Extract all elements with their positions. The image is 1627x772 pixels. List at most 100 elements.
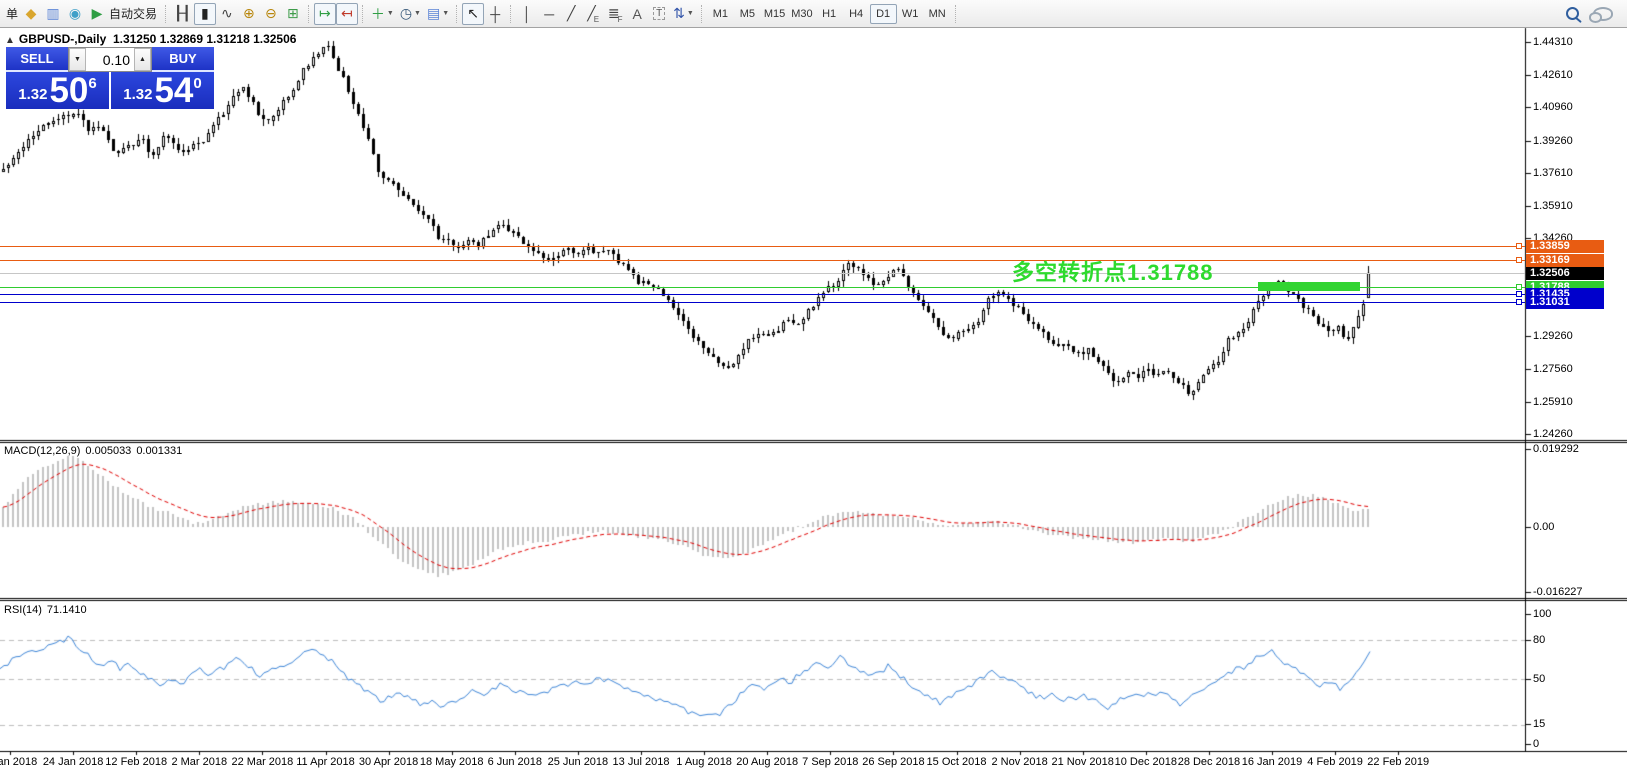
line-chart-icon[interactable]: ∿: [216, 3, 238, 25]
periods-icon[interactable]: ◷ ▼: [397, 3, 424, 25]
chart-window-icon[interactable]: ▥: [42, 3, 64, 25]
price-axis-tick: 1.24260: [1533, 427, 1573, 440]
vertical-line-icon[interactable]: │: [516, 3, 538, 25]
timeframe-m1[interactable]: M1: [712, 7, 728, 20]
chart-title: ▲ GBPUSD-,Daily 1.31250 1.32869 1.31218 1…: [5, 32, 296, 46]
timeframe-mn[interactable]: MN: [928, 7, 946, 20]
timeframe-h1[interactable]: H1: [822, 7, 837, 20]
date-axis-label: 16 Jan 2019: [1241, 756, 1303, 768]
equidistant-channel-icon[interactable]: ╱ E: [582, 3, 604, 25]
price-axis-tick: 1.42610: [1533, 69, 1573, 82]
volume-stepper: ▼ 0.10 ▲: [68, 47, 152, 72]
sell-button[interactable]: SELL: [6, 47, 68, 72]
new-order-icon[interactable]: ◆: [20, 3, 42, 25]
tile-windows-icon[interactable]: ⊞: [282, 3, 304, 25]
line-chart-icon: ∿: [221, 5, 233, 21]
tile-windows-icon: ⊞: [287, 5, 299, 21]
date-axis-label: 28 Dec 2018: [1177, 756, 1241, 768]
volume-decrease-button[interactable]: ▼: [69, 48, 86, 71]
timeframe-w1[interactable]: W1: [901, 7, 919, 20]
market-watch-icon[interactable]: ◉: [64, 3, 86, 25]
timeframe-h4[interactable]: H4: [849, 7, 864, 20]
level-line-anchor[interactable]: [1516, 284, 1522, 290]
timeframe-d1[interactable]: D1: [869, 3, 897, 24]
buy-price-display: 1.32 54 0: [111, 72, 214, 109]
zoom-in-icon: ⊕: [243, 5, 255, 21]
sell-price-big: 50: [49, 71, 89, 111]
toolbar-separator: [456, 4, 458, 23]
toolbar-separator: [700, 4, 703, 23]
level-line-anchor[interactable]: [1516, 291, 1522, 297]
timeframe-m5[interactable]: M5: [739, 7, 755, 20]
indicators-icon[interactable]: ＋ ▼: [368, 3, 397, 25]
horizontal-line-icon: ─: [544, 5, 555, 22]
timeframe-m30[interactable]: M30: [791, 7, 813, 20]
horizontal-level-line[interactable]: [0, 273, 1525, 274]
trendline-icon[interactable]: ╱: [560, 3, 582, 25]
date-axis-label: 1 Aug 2018: [676, 756, 732, 768]
rsi-axis-tick: 50: [1533, 673, 1546, 685]
buy-button[interactable]: BUY: [152, 47, 214, 72]
level-line-anchor[interactable]: [1516, 257, 1522, 263]
candlestick-chart-icon[interactable]: ▮: [193, 2, 216, 25]
periods-icon-dropdown: ▼: [414, 10, 421, 17]
autotrading-icon-label[interactable]: 自动交易: [109, 7, 158, 21]
date-axis-label: 24 Jan 2018: [42, 756, 104, 768]
horizontal-line-icon[interactable]: ─: [538, 3, 560, 25]
date-axis-label: 22 Mar 2018: [231, 756, 294, 768]
fibonacci-icon[interactable]: ≣ F: [604, 3, 626, 25]
volume-input[interactable]: 0.10: [102, 51, 130, 68]
volume-increase-button[interactable]: ▲: [134, 48, 151, 71]
horizontal-level-line[interactable]: [0, 294, 1525, 295]
chart-window-icon: ▥: [46, 5, 60, 21]
ohlc-values: 1.31250 1.32869 1.31218 1.32506: [112, 32, 297, 46]
arrows-icon[interactable]: ⇅ ▼: [670, 3, 697, 25]
toolbar-separator: [361, 4, 364, 23]
toolbar-separator: [510, 4, 512, 23]
fibonacci-icon-sub: F: [617, 14, 623, 24]
level-line-anchor[interactable]: [1516, 243, 1522, 249]
cursor-icon[interactable]: ↖: [462, 2, 485, 25]
zoom-in-icon[interactable]: ⊕: [238, 3, 260, 25]
main-toolbar: 单 ◆ ▥ ◉ ▶ 自动交易 ┠┨ ▮ ∿ ⊕ ⊖ ⊞ ↦ ↤ ＋ ▼ ◷ ▼ ▤ ▼ ↖ ┼ │ ─ ╱ ╱ E ≣ F A T ⇅ ▼ M1 M…: [0, 0, 1627, 28]
pivot-annotation-text: 多空转折点1.31788: [1012, 260, 1214, 285]
level-line-anchor[interactable]: [1516, 299, 1522, 305]
crosshair-icon[interactable]: ┼: [484, 3, 506, 25]
date-axis-label: 6 Jun 2018: [487, 756, 543, 768]
autotrading-icon[interactable]: ▶: [86, 3, 108, 25]
chat-icon[interactable]: [1589, 6, 1613, 23]
templates-icon[interactable]: ▤ ▼: [424, 3, 452, 25]
highlight-level-bar[interactable]: [1258, 282, 1360, 291]
new-order-label[interactable]: 单: [6, 7, 19, 21]
zoom-out-icon[interactable]: ⊖: [260, 3, 282, 25]
text-label-icon: T: [653, 7, 666, 20]
indicators-icon: ＋: [370, 5, 385, 22]
horizontal-level-line[interactable]: [0, 302, 1525, 303]
horizontal-level-line[interactable]: [0, 260, 1525, 261]
rsi-axis-tick: 15: [1533, 718, 1546, 730]
price-axis-tick: 1.29260: [1533, 330, 1573, 343]
price-axis-tick: 1.40960: [1533, 101, 1573, 114]
chart-shift-icon[interactable]: ↤: [335, 2, 358, 25]
new-order-icon: ◆: [25, 5, 37, 21]
timeframe-m15[interactable]: M15: [763, 7, 786, 20]
bar-chart-icon[interactable]: ┠┨: [171, 3, 194, 25]
date-axis-label: 10 Dec 2018: [1114, 756, 1177, 768]
text-label-icon[interactable]: T: [648, 3, 670, 25]
text-icon[interactable]: A: [626, 3, 648, 25]
bar-chart-icon: ┠┨: [174, 5, 191, 21]
macd-axis-tick: -0.016227: [1533, 586, 1583, 598]
macd-indicator-label: MACD(12,26,9) 0.005033 0.001331: [4, 445, 183, 457]
price-level-label: 1.33169: [1526, 254, 1604, 267]
one-click-trading-panel: SELL ▼ 0.10 ▲ BUY 1.32 50 6 1.32 54 0: [6, 47, 214, 109]
horizontal-level-line[interactable]: [0, 287, 1525, 288]
auto-scroll-icon[interactable]: ↦: [313, 2, 336, 25]
macd-axis-tick: 0.019292: [1533, 443, 1579, 455]
search-icon[interactable]: [1566, 7, 1579, 20]
text-icon: A: [632, 5, 642, 22]
collapse-panel-icon[interactable]: ▲: [5, 35, 15, 46]
horizontal-level-line[interactable]: [0, 246, 1525, 247]
price-axis-tick: 1.44310: [1533, 36, 1573, 48]
